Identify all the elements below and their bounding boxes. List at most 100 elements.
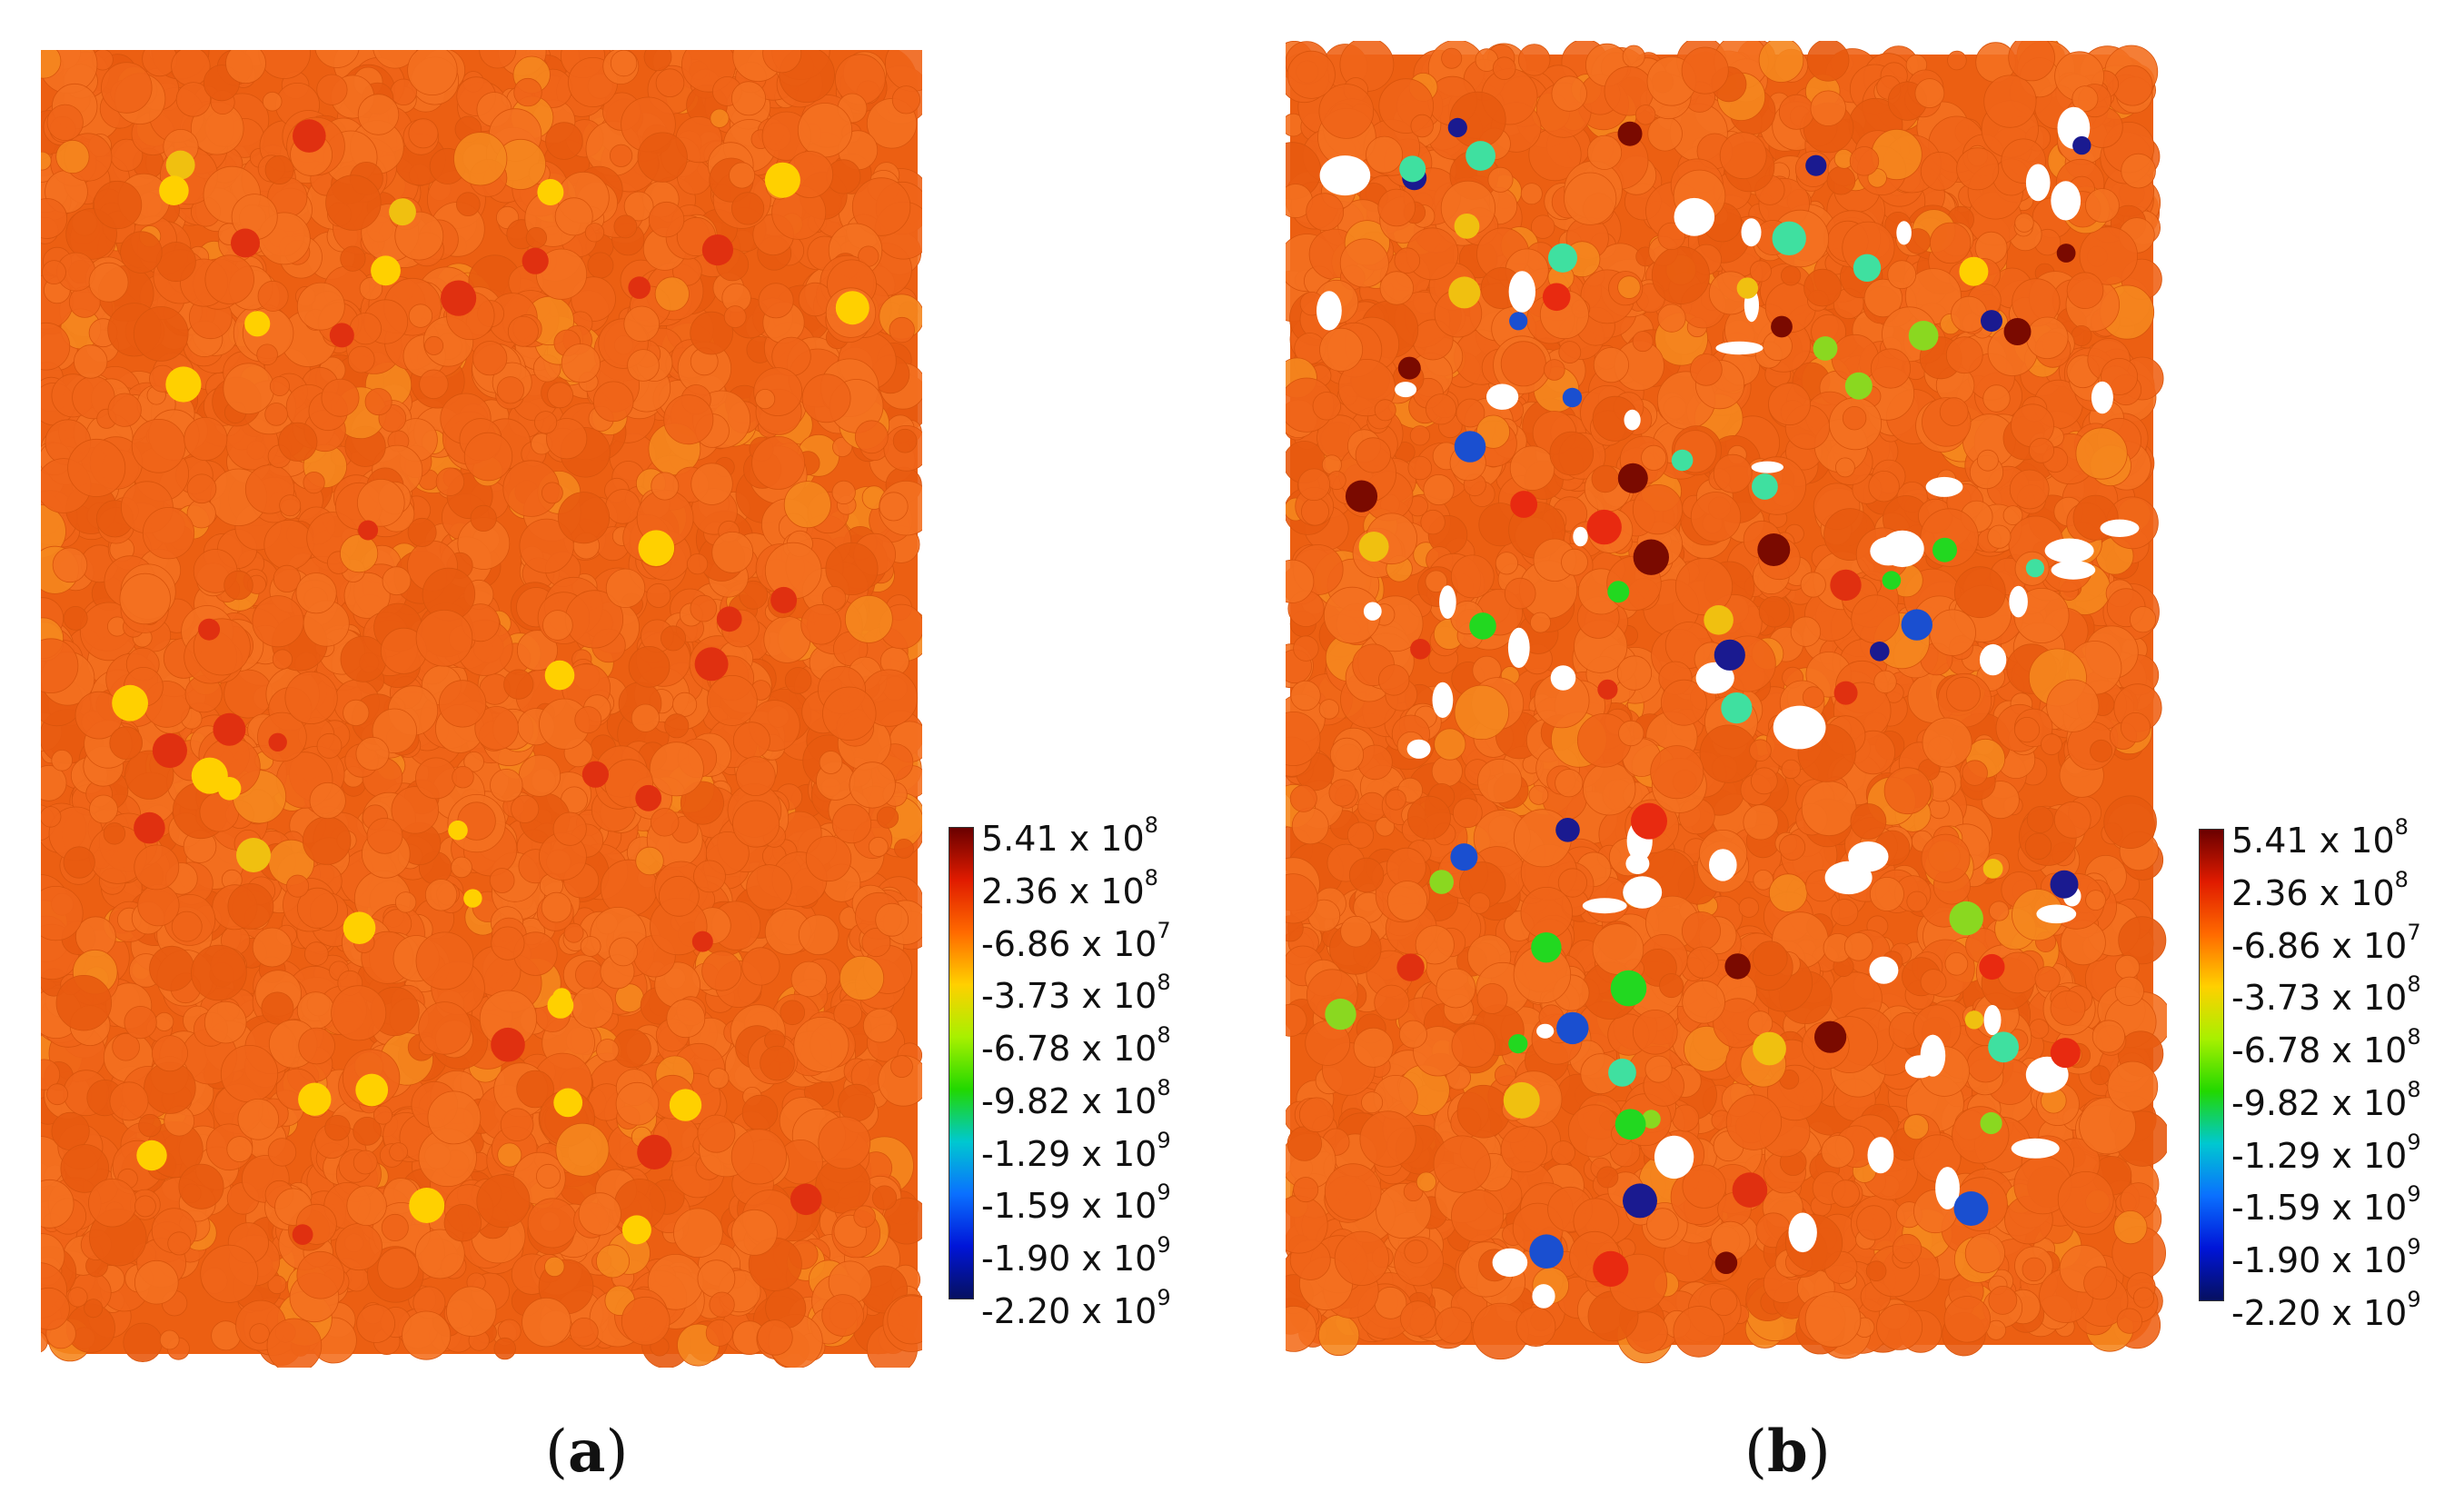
particle	[2050, 990, 2086, 1026]
legend-label: -9.82 x 108	[981, 1077, 1171, 1119]
legend-label-times: x 10	[1081, 1080, 1157, 1121]
particle	[2034, 966, 2061, 992]
particle	[1686, 946, 1719, 979]
particle	[36, 45, 62, 79]
particle	[89, 794, 118, 824]
legend-label-value: 5.41	[981, 819, 1058, 859]
particle	[252, 927, 293, 968]
particle	[891, 85, 921, 114]
particle	[2026, 806, 2054, 833]
stressed-particle	[669, 1089, 702, 1121]
particle	[862, 1008, 898, 1043]
particle	[587, 252, 614, 279]
particle	[876, 806, 899, 829]
particle	[1558, 341, 1582, 364]
particle	[36, 1059, 61, 1090]
legend-label-times: x 10	[1081, 1186, 1157, 1227]
particle	[536, 1163, 561, 1189]
particle	[267, 1275, 287, 1295]
particle	[575, 960, 604, 990]
particle	[651, 472, 680, 501]
particle	[839, 955, 885, 1001]
particle	[709, 1291, 735, 1318]
particle	[1300, 497, 1330, 526]
particle	[861, 928, 891, 958]
particle	[331, 985, 387, 1041]
particle	[1520, 183, 1543, 205]
particle	[552, 811, 587, 846]
particle	[892, 428, 918, 453]
particle	[790, 961, 828, 998]
particle	[800, 603, 841, 645]
particle	[103, 822, 126, 845]
particle	[356, 478, 405, 527]
particle	[391, 786, 439, 834]
particle	[541, 891, 572, 923]
particle	[36, 764, 67, 801]
particle	[673, 1208, 723, 1259]
particle	[1504, 577, 1536, 610]
particle	[628, 645, 671, 688]
legend-label-times: x 10	[1081, 1291, 1157, 1331]
particle	[264, 155, 294, 185]
particle	[547, 382, 573, 409]
particle	[470, 504, 497, 533]
particle	[438, 680, 487, 728]
particle	[711, 532, 754, 573]
particle	[101, 62, 153, 114]
particle	[1657, 304, 1686, 333]
particle	[334, 1223, 383, 1271]
stressed-particle	[691, 931, 713, 952]
particle	[1892, 1233, 1923, 1264]
particle	[1632, 331, 1654, 353]
particle	[658, 875, 700, 917]
particle	[1500, 341, 1546, 387]
particle	[609, 144, 633, 167]
particle	[1929, 609, 1976, 656]
particle	[1431, 755, 1463, 787]
particle	[1778, 94, 1814, 130]
particle	[343, 572, 391, 619]
particle	[1768, 873, 1808, 912]
particle	[353, 1150, 378, 1175]
particle	[2053, 801, 2091, 839]
particle	[1495, 552, 1518, 575]
legend-label-exponent: 9	[1157, 1180, 1171, 1206]
particle	[220, 1045, 279, 1103]
particle	[446, 1286, 497, 1337]
particle	[134, 844, 180, 891]
particle	[204, 1000, 247, 1044]
particle	[154, 1011, 174, 1031]
particle	[643, 45, 672, 72]
legend-label-times: x 10	[1081, 1029, 1157, 1070]
particle	[887, 1295, 927, 1345]
particle	[418, 1001, 472, 1055]
particle	[746, 864, 792, 911]
particle	[321, 378, 360, 417]
legend-label-exponent: 7	[1157, 917, 1171, 943]
particle	[343, 699, 370, 727]
particle	[415, 609, 473, 667]
particle	[36, 1287, 70, 1330]
legend-label: -1.90 x 109	[981, 1234, 1171, 1276]
particle	[46, 1083, 69, 1106]
stressed-particle	[292, 1224, 313, 1245]
stressed-particle	[152, 732, 187, 769]
stressed-particle	[637, 1134, 672, 1170]
legend-label: -1.59 x 109	[981, 1181, 1171, 1223]
particle	[605, 489, 641, 524]
particle	[754, 388, 776, 410]
particle	[730, 1129, 788, 1185]
particle	[346, 1185, 387, 1226]
particle	[831, 480, 856, 504]
particle	[819, 751, 843, 774]
particle	[36, 1179, 75, 1229]
particle	[784, 667, 812, 694]
particle	[63, 606, 88, 631]
stressed-particle	[764, 162, 800, 198]
particle	[1551, 1140, 1575, 1165]
particle	[296, 282, 345, 331]
stressed-particle	[441, 280, 477, 316]
legend-label-times: x 10	[1068, 819, 1145, 859]
stressed-particle	[522, 247, 549, 274]
